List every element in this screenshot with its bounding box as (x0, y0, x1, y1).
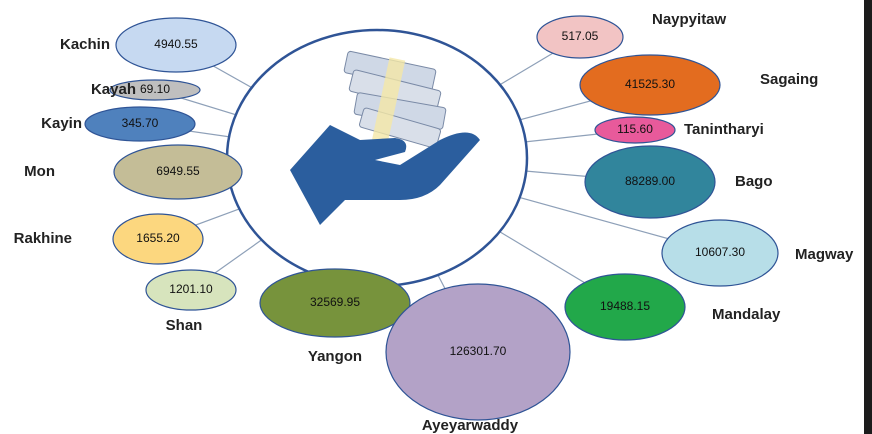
region-value: 69.10 (140, 82, 170, 96)
region-value: 19488.15 (600, 299, 650, 313)
region-value: 1655.20 (136, 231, 180, 245)
region-node: 4940.55 Kachin (60, 18, 236, 72)
region-node: 88289.00 Bago (585, 146, 773, 218)
region-name: Kayin (41, 115, 82, 132)
region-node: 517.05 Naypyitaw (537, 11, 727, 58)
region-name: Kachin (60, 36, 110, 53)
edge-bar (864, 0, 872, 434)
region-value: 41525.30 (625, 77, 675, 91)
region-value: 115.60 (617, 122, 653, 136)
region-node: 115.60 Tanintharyi (595, 117, 764, 143)
region-value: 10607.30 (695, 245, 745, 259)
region-name: Mandalay (712, 306, 781, 323)
region-value: 32569.95 (310, 295, 360, 309)
region-name: Mon (24, 163, 55, 180)
region-name: Rakhine (14, 230, 72, 247)
region-name: Bago (735, 173, 773, 190)
region-name: Tanintharyi (684, 121, 764, 138)
region-node: 345.70 Kayin (41, 107, 195, 141)
region-value: 4940.55 (154, 37, 198, 51)
region-node: 6949.55 Mon (24, 145, 242, 199)
region-name: Shan (166, 317, 203, 334)
region-name: Naypyitaw (652, 11, 727, 28)
region-name: Sagaing (760, 71, 818, 88)
diagram: 4940.55 Kachin 69.10 Kayah 345.70 Kayin 6949.5… (0, 0, 872, 434)
region-node: 41525.30 Sagaing (580, 55, 818, 115)
region-value: 517.05 (562, 29, 599, 43)
region-value: 1201.10 (169, 282, 213, 296)
region-node: 1201.10 Shan (146, 270, 236, 334)
region-node: 19488.15 Mandalay (565, 274, 781, 340)
region-node: 69.10 Kayah (91, 80, 200, 100)
region-value: 345.70 (122, 116, 159, 130)
region-value: 126301.70 (450, 344, 507, 358)
region-node: 10607.30 Magway (662, 220, 854, 286)
region-name: Yangon (308, 348, 362, 365)
region-node: 1655.20 Rakhine (14, 214, 203, 264)
region-name: Ayeyarwaddy (422, 417, 519, 434)
region-name: Magway (795, 246, 854, 263)
region-name: Kayah (91, 81, 136, 98)
region-node: 126301.70 Ayeyarwaddy (386, 284, 570, 434)
region-value: 6949.55 (156, 164, 200, 178)
region-value: 88289.00 (625, 174, 675, 188)
